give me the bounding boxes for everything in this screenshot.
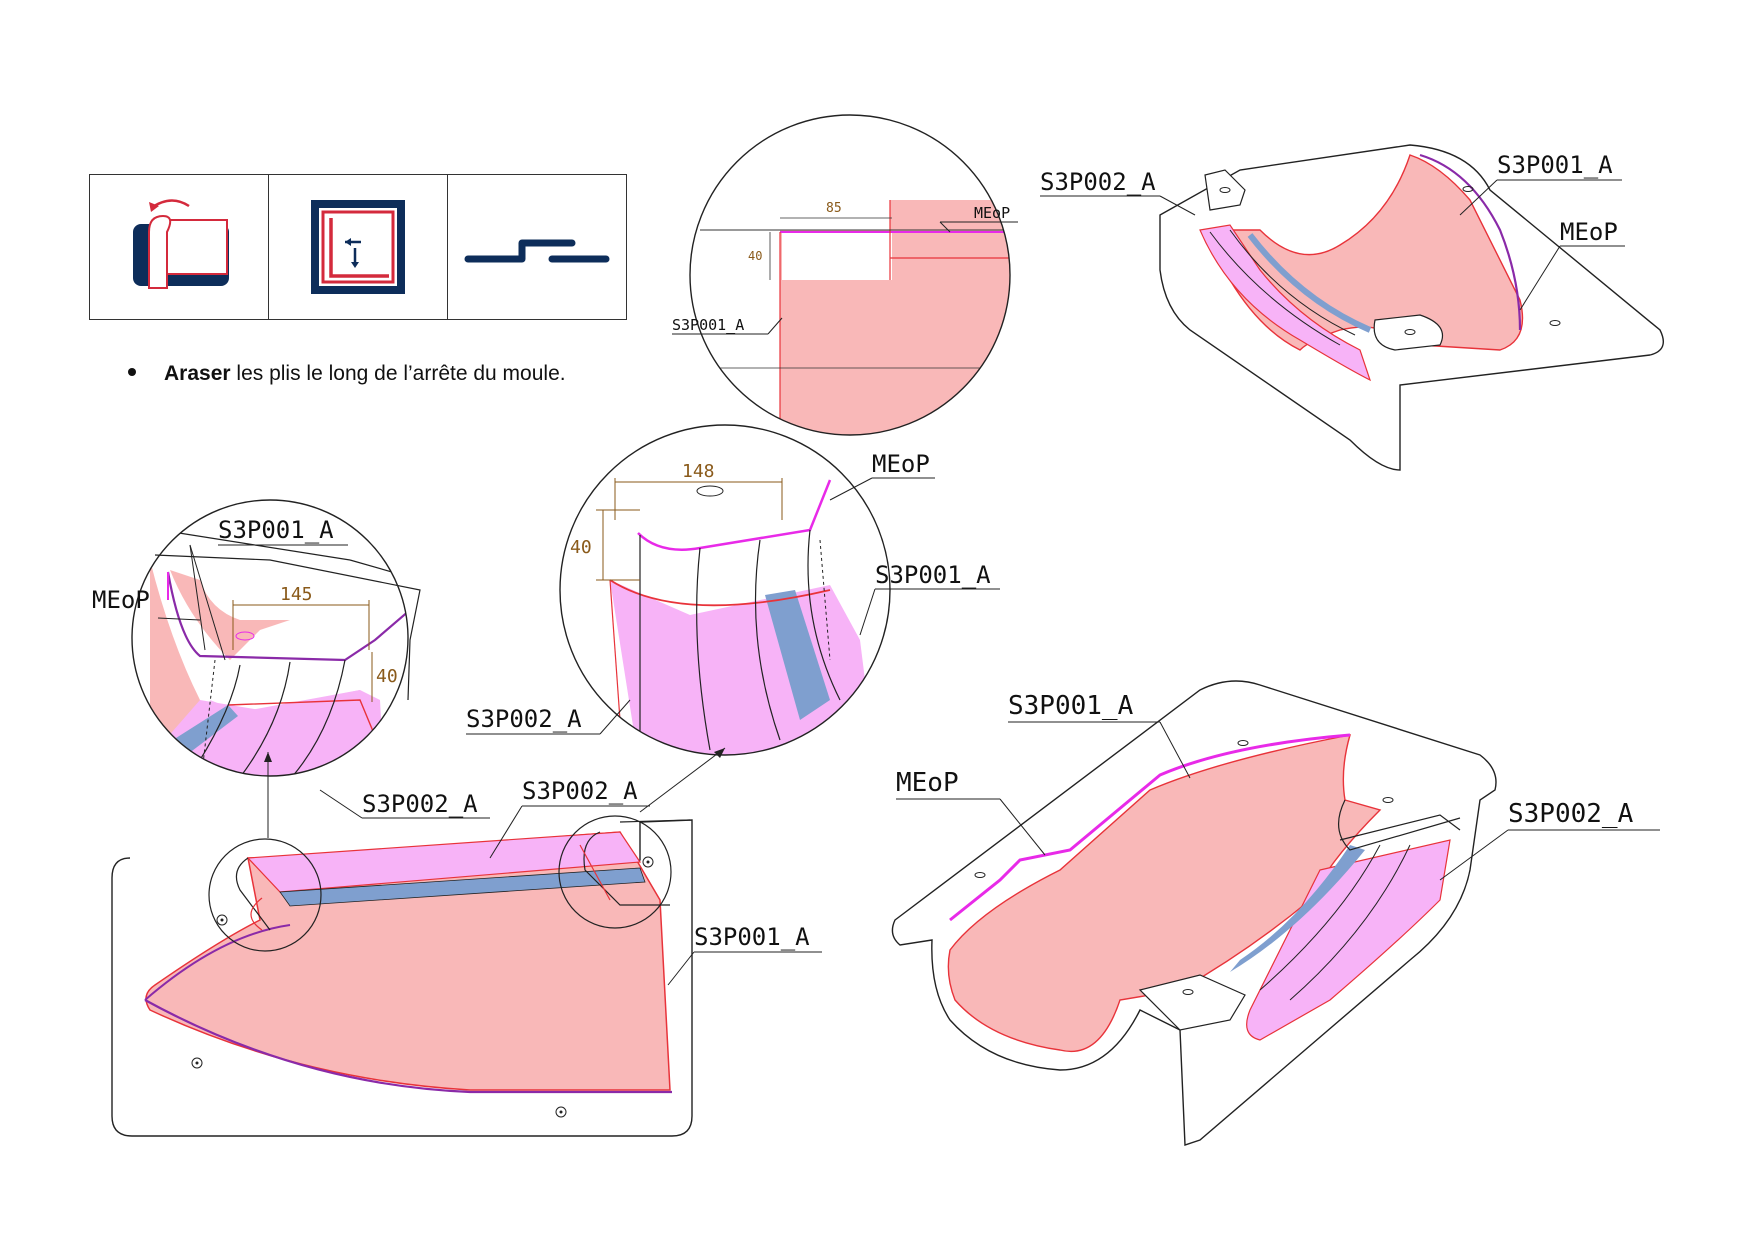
mold-view-bottom-left: S3P002_A S3P001_A [111, 747, 822, 1137]
label-s3p002-bottomright: S3P002_A [1508, 799, 1634, 829]
dim-40-left: 40 [376, 666, 398, 687]
label-s3p001-bottomleft: S3P001_A [694, 923, 810, 951]
detail-view-middle: 148 40 MEoP S3P001_A S3P002_A [466, 424, 1000, 756]
instruction-bold: Araser [164, 362, 231, 385]
label-s3p002-left: S3P002_A [362, 790, 478, 818]
label-s3p001-middle: S3P001_A [875, 561, 991, 589]
dim-85: 85 [826, 201, 842, 216]
label-meop-left: MEoP [92, 586, 150, 614]
label-s3p002-middle: S3P002_A [466, 705, 582, 733]
icon-cell-drape [90, 175, 269, 319]
instruction-bullet: Araser les plis le long de l’arrête du m… [128, 362, 566, 386]
dim-145: 145 [280, 584, 313, 605]
detail-view-top: 85 40 MEoP S3P001_A [672, 114, 1018, 436]
mold-view-bottom-right: S3P001_A MEoP S3P002_A [891, 680, 1660, 1146]
label-s3p002-bottomleft: S3P002_A [522, 777, 638, 805]
label-meop-top: MEoP [974, 204, 1010, 222]
label-s3p001-bottomright: S3P001_A [1008, 691, 1134, 721]
icon-cell-trim [269, 175, 448, 319]
icon-cell-step [448, 175, 626, 319]
bullet-dot [128, 368, 136, 377]
dim-40-top: 40 [748, 249, 762, 263]
drape-ply-icon [133, 199, 229, 289]
dim-148: 148 [682, 461, 715, 482]
label-s3p001-top: S3P001_A [672, 316, 744, 334]
label-s3p001-topright: S3P001_A [1497, 151, 1613, 179]
instruction-text: les plis le long de l’arrête du moule. [230, 362, 566, 385]
detail-view-left: 145 40 S3P001_A MEoP S3P002_A [92, 499, 490, 819]
icon-table [89, 174, 627, 320]
label-meop-bottomright: MEoP [896, 768, 959, 798]
mold-view-top-right: S3P002_A S3P001_A MEoP [1040, 144, 1664, 471]
label-s3p002-topright: S3P002_A [1040, 168, 1156, 196]
trim-boundary-icon [311, 200, 405, 294]
label-meop-middle: MEoP [872, 450, 930, 478]
label-s3p001-left: S3P001_A [218, 516, 334, 544]
dim-40-middle: 40 [570, 537, 592, 558]
step-offset-icon [464, 239, 610, 263]
label-meop-topright: MEoP [1560, 218, 1618, 246]
